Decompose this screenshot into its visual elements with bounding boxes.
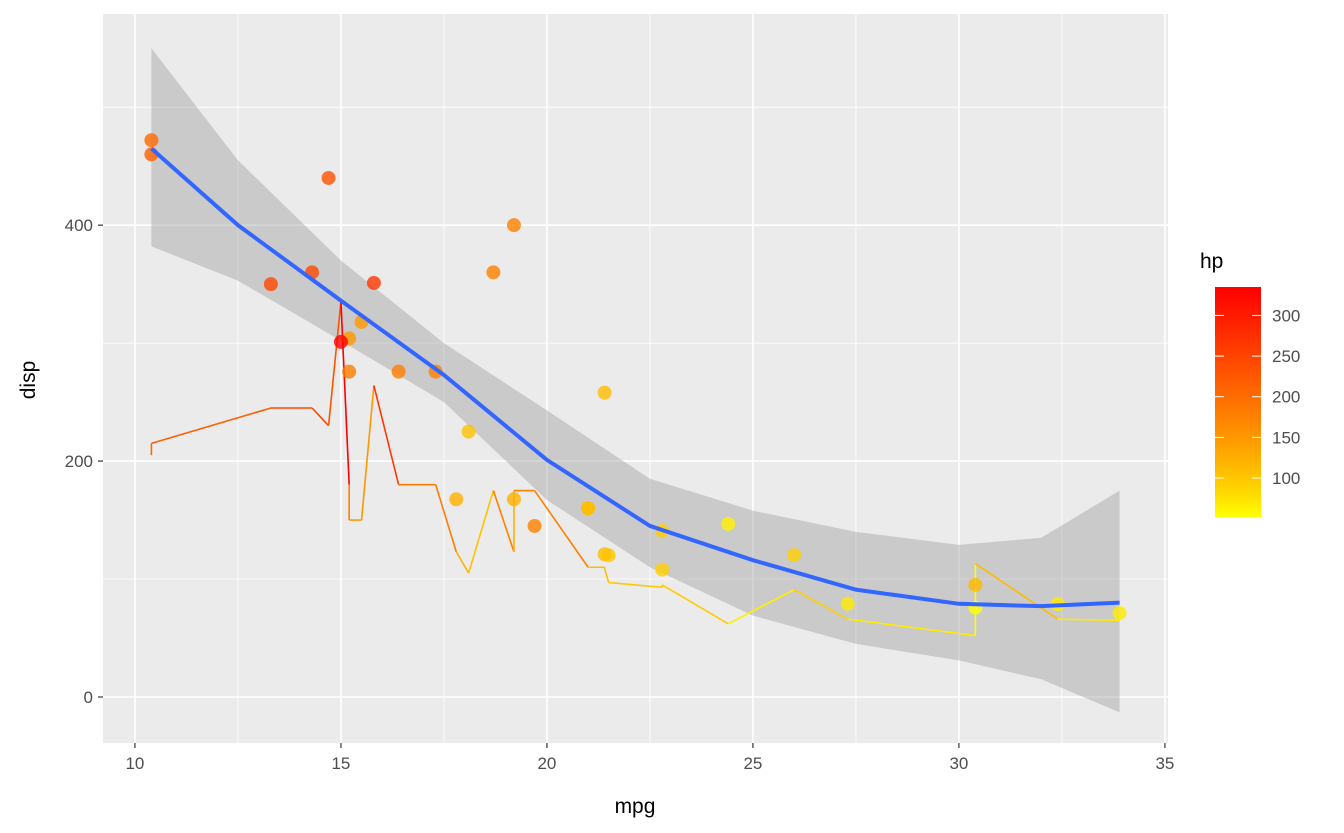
- x-axis-title: mpg: [615, 795, 656, 818]
- data-point: [449, 492, 464, 507]
- x-axis: 10 15 20 25 30 35: [125, 743, 1174, 773]
- confidence-ribbon: [151, 48, 1120, 713]
- x-tick-label: 15: [331, 754, 350, 773]
- data-point: [321, 170, 336, 185]
- hp-line-segment: [360, 385, 375, 521]
- legend-title: hp: [1200, 250, 1223, 273]
- hp-line: [150, 301, 1120, 637]
- legend-tick-label: 150: [1272, 428, 1300, 447]
- hp-line-segment: [1057, 618, 1120, 622]
- data-point: [655, 562, 670, 577]
- y-tick-label: 400: [65, 216, 93, 235]
- data-point: [787, 548, 802, 563]
- colorbar: [1215, 287, 1261, 517]
- data-point: [506, 218, 521, 233]
- hp-line-segment: [151, 407, 272, 445]
- legend: hp 100 150 200 250 300: [1200, 250, 1300, 517]
- data-point: [968, 577, 983, 592]
- data-point: [263, 277, 278, 292]
- data-point: [486, 265, 501, 280]
- data-point: [597, 385, 612, 400]
- y-axis-title: disp: [17, 361, 40, 400]
- hp-line-segment: [533, 490, 589, 568]
- plot-panel: [103, 14, 1168, 743]
- data-point: [1112, 606, 1127, 621]
- hp-line-segment: [793, 588, 849, 620]
- data-point: [342, 364, 357, 379]
- data-point: [527, 518, 542, 533]
- hp-line-segment: [974, 563, 1059, 620]
- data-point: [721, 516, 736, 531]
- hp-line-segment: [434, 484, 458, 553]
- data-point: [333, 334, 348, 349]
- hp-line-segment: [727, 588, 795, 625]
- data-point: [144, 133, 159, 148]
- hp-line-segment: [340, 301, 350, 485]
- points: [144, 133, 1127, 621]
- data-point: [840, 596, 855, 611]
- hp-line-segment: [847, 618, 976, 637]
- data-point: [366, 275, 381, 290]
- hp-line-segment: [603, 568, 610, 583]
- hp-line-segment: [455, 551, 470, 574]
- legend-tick-label: 200: [1272, 388, 1300, 407]
- legend-tick-label: 100: [1272, 469, 1300, 488]
- hp-line-segment: [608, 581, 663, 589]
- data-point: [461, 424, 476, 439]
- legend-tick-label: 300: [1272, 306, 1300, 325]
- hp-line-segment: [661, 584, 729, 625]
- data-point: [391, 364, 406, 379]
- smooth-line: [150, 146, 1120, 609]
- data-point: [506, 492, 521, 507]
- y-tick-label: 200: [65, 452, 93, 471]
- x-tick-label: 10: [125, 754, 144, 773]
- x-tick-label: 20: [537, 754, 556, 773]
- hp-line-segment: [467, 490, 495, 574]
- hp-line-segment: [492, 490, 515, 553]
- data-point: [581, 501, 596, 516]
- grid: [103, 14, 1168, 743]
- x-tick-label: 30: [949, 754, 968, 773]
- hp-line-segment: [311, 407, 330, 427]
- y-axis: 0 200 400: [65, 216, 103, 707]
- y-tick-label: 0: [84, 688, 93, 707]
- legend-tick-label: 250: [1272, 347, 1300, 366]
- x-tick-label: 35: [1155, 754, 1174, 773]
- x-tick-label: 25: [743, 754, 762, 773]
- hp-line-segment: [373, 385, 400, 485]
- hp-line-segment: [327, 301, 342, 426]
- data-point: [597, 547, 612, 562]
